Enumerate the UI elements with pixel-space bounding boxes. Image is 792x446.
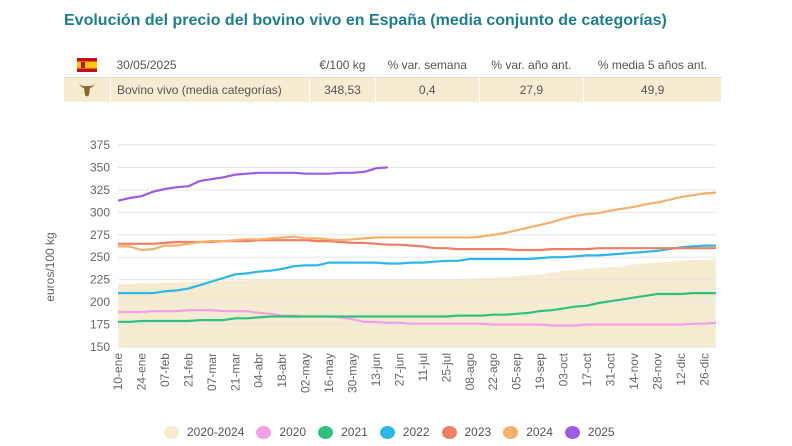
x-tick-label: 25-jul <box>439 353 453 382</box>
row-icon-cell <box>64 77 111 102</box>
bull-head-icon <box>79 83 95 97</box>
spain-flag-icon <box>77 58 98 73</box>
row-avg5: 49,9 <box>583 77 722 102</box>
flag-cell <box>64 53 111 78</box>
legend-item-2020-2024[interactable]: 2020-2024 <box>164 425 244 439</box>
legend-item-2020[interactable]: 2020 <box>256 425 306 439</box>
row-price: 348,53 <box>309 77 376 102</box>
legend-swatch <box>503 425 519 439</box>
legend-swatch <box>164 425 179 439</box>
y-tick-label: 300 <box>90 205 110 219</box>
x-tick-label: 26-dic <box>697 353 711 386</box>
x-tick-label: 05-sep <box>510 353 524 390</box>
x-tick-label: 31-oct <box>603 352 617 386</box>
x-tick-label: 27-jun <box>392 353 406 386</box>
y-tick-label: 325 <box>90 183 110 197</box>
x-tick-label: 30-may <box>346 353 360 393</box>
x-tick-label: 22-ago <box>486 353 500 391</box>
header-avg5: % media 5 años ant. <box>583 53 722 78</box>
legend-item-2024[interactable]: 2024 <box>503 425 553 439</box>
x-tick-label: 21-mar <box>228 353 242 391</box>
y-tick-label: 350 <box>90 160 110 174</box>
row-name: Bovino vivo (media categorías) <box>110 77 310 102</box>
legend-swatch <box>564 425 580 439</box>
header-unit: €/100 kg <box>309 53 376 78</box>
page-title: Evolución del precio del bovino vivo en … <box>64 12 667 29</box>
legend-label: 2025 <box>587 424 615 439</box>
legend-swatch <box>441 425 457 439</box>
legend-label: 2022 <box>402 424 430 439</box>
x-tick-label: 11-jul <box>416 353 430 381</box>
summary-data-row: Bovino vivo (media categorías) 348,53 0,… <box>64 77 722 102</box>
summary-date: 30/05/2025 <box>110 53 310 78</box>
legend-item-2021[interactable]: 2021 <box>318 425 368 439</box>
x-tick-label: 14-nov <box>627 353 641 390</box>
legend-swatch <box>318 425 334 439</box>
y-tick-label: 275 <box>90 228 110 242</box>
y-tick-label: 375 <box>90 138 110 152</box>
x-tick-label: 21-feb <box>181 353 195 387</box>
summary-header-row: 30/05/2025 €/100 kg % var. semana % var.… <box>64 53 722 78</box>
x-tick-label: 24-ene <box>134 353 148 391</box>
x-tick-label: 10-ene <box>111 353 125 391</box>
header-var-year: % var. año ant. <box>479 53 584 78</box>
x-tick-label: 16-may <box>322 353 336 393</box>
summary-table: 30/05/2025 €/100 kg % var. semana % var.… <box>64 53 722 102</box>
row-var-week: 0,4 <box>375 77 480 102</box>
legend-label: 2023 <box>464 424 492 439</box>
y-tick-label: 225 <box>90 273 110 287</box>
x-tick-label: 07-feb <box>158 353 172 387</box>
x-tick-label: 02-may <box>299 353 313 393</box>
legend-item-2022[interactable]: 2022 <box>379 424 430 439</box>
x-tick-label: 17-oct <box>580 352 594 386</box>
legend-item-2025[interactable]: 2025 <box>564 424 615 439</box>
y-tick-label: 250 <box>90 250 110 264</box>
x-tick-label: 03-oct <box>557 352 571 386</box>
series-line-2024 <box>118 191 717 252</box>
price-chart: 150 175 200 225 250 275 300 325 350 375 10-ene 24-e… <box>90 138 717 393</box>
legend: 2020-2024 2020 2021 2022 2023 2024 2025 <box>164 424 627 439</box>
x-tick-label: 19-sep <box>533 353 547 390</box>
legend-label: 2020 <box>279 424 307 439</box>
series-line-2025 <box>117 166 388 202</box>
legend-swatch <box>379 425 395 439</box>
legend-label: 2020-2024 <box>187 424 245 439</box>
series-line-2022 <box>118 244 716 295</box>
series-line-2021 <box>118 292 716 323</box>
y-tick-label: 150 <box>90 340 110 354</box>
y-tick-label: 175 <box>90 318 110 332</box>
x-tick-label: 07-mar <box>205 353 219 391</box>
legend-label: 2024 <box>526 424 553 439</box>
x-tick-label: 28-nov <box>650 353 664 390</box>
legend-swatch <box>256 425 272 439</box>
x-tick-label: 08-ago <box>463 353 477 391</box>
band-area-2020-2024 <box>118 259 716 347</box>
legend-item-2023[interactable]: 2023 <box>441 424 492 439</box>
x-tick-label: 12-dic <box>674 353 688 386</box>
row-var-year: 27,9 <box>479 77 585 102</box>
y-tick-label: 200 <box>90 295 110 309</box>
header-var-week: % var. semana <box>375 53 480 78</box>
legend-label: 2021 <box>341 424 368 439</box>
x-tick-label: 04-abr <box>252 353 266 388</box>
series-line-2020 <box>118 309 717 327</box>
x-tick-label: 13-jun <box>369 353 383 386</box>
x-tick-label: 18-abr <box>275 353 289 388</box>
